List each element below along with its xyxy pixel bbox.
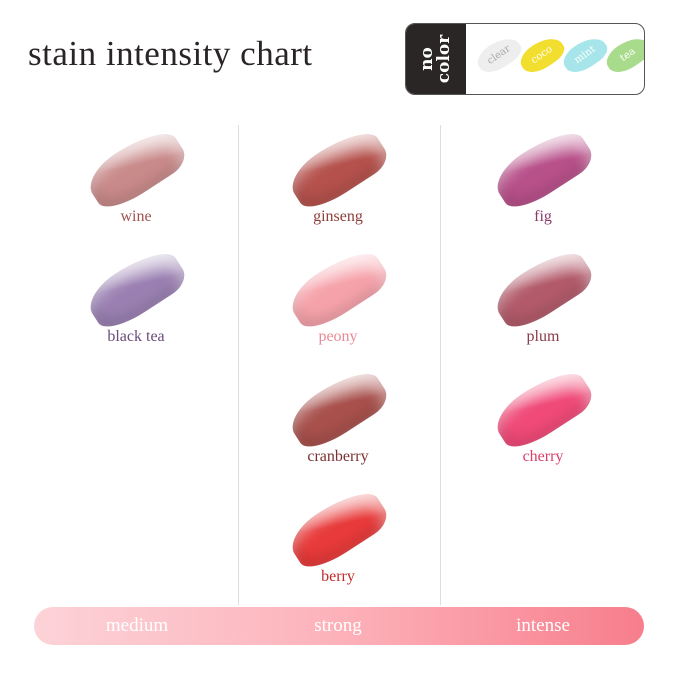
page-title: stain intensity chart [28,34,313,73]
level-medium: medium [105,615,169,636]
intensity-bar: medium strong intense [34,607,644,645]
shade-label: plum [526,328,560,345]
column-divider [440,125,441,605]
level-strong: strong [314,615,362,636]
shade-label: peony [318,328,358,345]
swatch-cherry [487,361,599,457]
no-color-label: no color [417,34,454,84]
shade-label: berry [321,568,355,585]
no-color-tag: no color [406,24,466,94]
swatch-tea: tea [601,31,644,79]
swatch-ginseng [282,121,394,217]
shade-label: wine [120,208,152,225]
swatch-wine [80,121,192,217]
swatch-label: mint [572,43,598,67]
shade-label: cranberry [307,448,369,465]
swatch-peony [282,241,394,337]
swatch-clear: clear [472,31,526,79]
swatch-black-tea [80,241,192,337]
shade-label: ginseng [313,208,363,225]
swatch-label: clear [485,43,513,67]
swatch-label: coco [529,43,555,67]
swatch-berry [282,481,394,577]
swatch-coco: coco [515,31,569,79]
swatch-cranberry [282,361,394,457]
shade-label: fig [534,208,552,225]
no-color-legend: no color clear coco mint tea [405,23,645,95]
level-intense: intense [516,615,570,636]
shade-label: black tea [107,328,165,345]
swatch-mint: mint [558,31,612,79]
shade-label: cherry [522,448,564,465]
swatch-label: tea [618,45,638,65]
swatch-plum [487,241,599,337]
swatch-fig [487,121,599,217]
column-divider [238,125,239,605]
